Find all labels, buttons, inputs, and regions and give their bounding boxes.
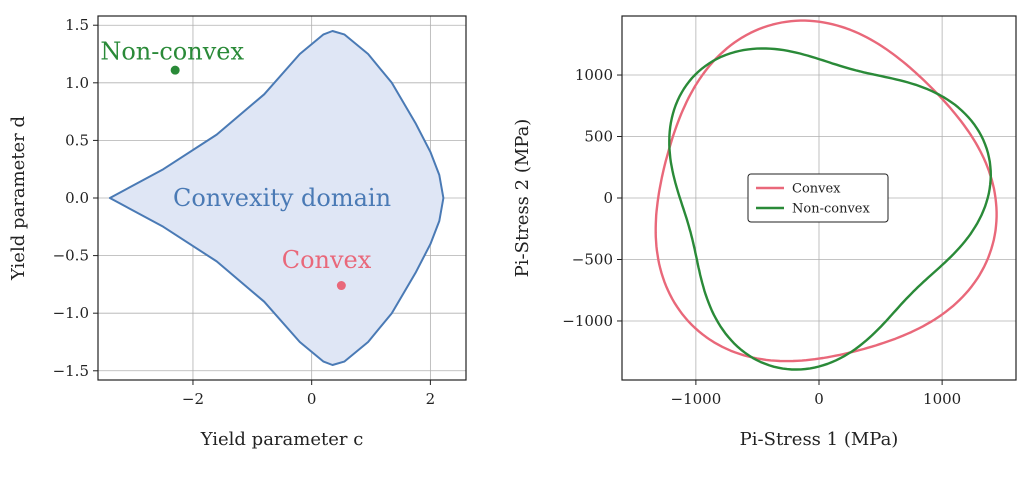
- point-label: Convex: [282, 246, 372, 274]
- x-axis-label: Pi-Stress 1 (MPa): [740, 429, 899, 450]
- x-tick-label: −2: [182, 390, 204, 408]
- x-tick-label: 0: [307, 390, 317, 408]
- plot-area: Convexity domain Non-convex Convex: [100, 30, 445, 366]
- y-tick-label: −1.0: [53, 304, 89, 322]
- ticks: −1000 0 1000 −1000 −500 0 500 1000: [562, 66, 961, 408]
- point-label: Non-convex: [100, 38, 244, 66]
- y-tick-label: 1.5: [65, 16, 89, 34]
- yield-surface-chart: −1000 0 1000 −1000 −500 0 500 1000 Convex Non-co…: [512, 15, 1017, 450]
- y-tick-label: −1.5: [53, 362, 89, 380]
- region-label: Convexity domain: [173, 184, 391, 212]
- series-convex: [654, 19, 998, 363]
- y-tick-label: −500: [572, 250, 613, 268]
- legend-label: Non-convex: [792, 202, 870, 217]
- y-tick-label: 1.0: [65, 74, 89, 92]
- series-non-convex: [668, 47, 992, 371]
- legend-label: Convex: [792, 182, 841, 197]
- y-tick-label: 0.5: [65, 131, 89, 149]
- domain-chart: Convexity domain Non-convex Convex −2 0 2 −1.…: [8, 15, 467, 450]
- y-tick-label: 0.0: [65, 189, 89, 207]
- x-tick-label: −1000: [671, 390, 722, 408]
- y-tick-label: 0: [603, 189, 613, 207]
- x-axis-label: Yield parameter c: [200, 429, 364, 450]
- legend-box: [747, 173, 889, 223]
- y-tick-label: −1000: [562, 312, 613, 330]
- ticks: −2 0 2 −1.5 −1.0 −0.5 0.0 0.5 1.0 1.5: [53, 16, 436, 408]
- y-tick-label: −0.5: [53, 247, 89, 265]
- y-tick-label: 1000: [575, 66, 613, 84]
- point-convex: [336, 281, 346, 291]
- y-tick-label: 500: [584, 128, 613, 146]
- legend: Convex Non-convex: [747, 173, 889, 223]
- x-tick-label: 0: [814, 390, 824, 408]
- x-tick-label: 1000: [923, 390, 961, 408]
- y-axis-label: Yield parameter d: [8, 116, 29, 281]
- x-tick-label: 2: [426, 390, 436, 408]
- convexity-domain-region: [108, 30, 445, 366]
- plot-area: [654, 19, 998, 371]
- y-axis-label: Pi-Stress 2 (MPa): [512, 119, 533, 278]
- point-non-convex: [170, 65, 180, 75]
